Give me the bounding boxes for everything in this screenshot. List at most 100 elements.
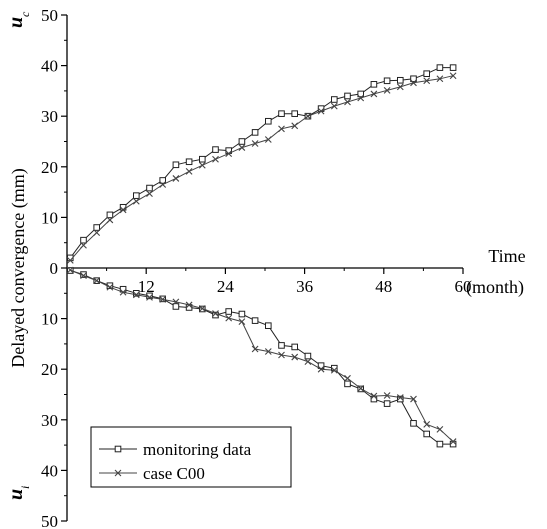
x-marker-stroke: [93, 277, 101, 285]
x-marker-stroke: [278, 351, 285, 359]
data-point: [396, 394, 404, 401]
data-point: [397, 395, 404, 403]
x-tick-label: 60: [455, 277, 472, 296]
x-marker-stroke: [304, 112, 312, 120]
x-marker-stroke: [317, 365, 325, 373]
upper-axis-symbol-subscript: c: [18, 11, 32, 17]
y-lower-tick-label: 30: [41, 411, 58, 430]
data-point: [238, 144, 246, 151]
data-point: [410, 395, 417, 403]
legend-marker: [114, 445, 122, 453]
data-point: [436, 64, 444, 71]
x-marker-stroke: [80, 272, 87, 279]
x-tick-label: 48: [375, 277, 392, 296]
data-point: [132, 197, 140, 205]
x-marker-stroke: [251, 345, 259, 353]
data-point: [423, 77, 431, 85]
data-point: [251, 140, 259, 147]
x-marker-stroke: [119, 288, 127, 296]
x-marker-stroke: [344, 374, 351, 382]
data-point: [330, 366, 338, 374]
x-marker-stroke: [146, 190, 153, 198]
data-point: [331, 96, 338, 103]
x-marker-stroke: [264, 348, 272, 355]
data-point: [370, 90, 378, 98]
data-point: [449, 72, 457, 80]
data-point: [93, 277, 101, 285]
x-tick-label: 24: [217, 277, 235, 296]
data-point: [370, 395, 378, 403]
data-point: [291, 353, 299, 361]
data-point: [423, 430, 430, 438]
data-point: [119, 288, 127, 296]
x-marker-stroke: [449, 72, 457, 80]
data-point: [93, 224, 101, 231]
data-point: [291, 122, 299, 130]
legend-marker: [114, 469, 122, 477]
x-marker-stroke: [410, 395, 417, 403]
data-point: [80, 236, 87, 244]
data-point: [344, 92, 351, 100]
x-marker-stroke: [225, 150, 233, 158]
legend: monitoring data case C00: [90, 426, 292, 488]
data-point: [106, 216, 114, 224]
x-marker-stroke: [436, 426, 444, 433]
data-point: [119, 206, 127, 214]
x-marker-stroke: [251, 140, 259, 147]
x-marker-stroke: [198, 161, 206, 169]
data-point: [212, 311, 219, 319]
x-tick-label: 12: [138, 277, 155, 296]
x-marker-stroke: [172, 175, 180, 182]
data-point: [357, 94, 365, 102]
x-marker-stroke: [291, 353, 299, 361]
data-point: [80, 272, 87, 279]
x-axis-unit: (month): [466, 277, 524, 298]
y-upper-tick-label: 20: [41, 158, 58, 177]
y-upper-tick-label: 30: [41, 107, 58, 126]
data-point: [449, 438, 457, 445]
data-point: [146, 293, 153, 301]
data-point: [106, 283, 114, 291]
data-point: [383, 392, 391, 399]
data-point: [198, 161, 206, 169]
x-marker-stroke: [66, 257, 74, 264]
data-point: [357, 385, 365, 392]
y-lower-tick-label: 40: [41, 461, 58, 480]
data-point: [225, 150, 233, 158]
lower-axis-symbol-subscript: i: [18, 486, 32, 489]
data-point: [212, 310, 219, 317]
data-point: [344, 380, 351, 388]
data-point: [370, 81, 378, 88]
series-lower-case-c00: [66, 266, 457, 445]
data-point: [225, 314, 233, 322]
data-point: [278, 110, 285, 117]
y-axis-title: Delayed convergence (mm): [8, 168, 29, 368]
x-marker-stroke: [106, 216, 114, 224]
data-point: [251, 317, 259, 324]
data-point: [370, 392, 378, 400]
x-marker-stroke: [159, 181, 167, 188]
data-point: [238, 318, 246, 326]
series-upper-case-c00: [66, 72, 457, 264]
x-marker-stroke: [146, 293, 153, 301]
data-point: [357, 90, 364, 98]
data-point: [146, 184, 153, 192]
x-marker-stroke: [330, 102, 338, 110]
series-upper-monitoring-data: [67, 64, 457, 262]
y-lower-tick-label: 50: [41, 512, 58, 529]
y-upper-tick-label: 50: [41, 6, 58, 25]
data-point: [93, 229, 101, 236]
x-marker-stroke: [344, 98, 351, 106]
x-marker-stroke: [317, 107, 325, 115]
x-tick-label: 36: [296, 277, 313, 296]
data-point: [251, 345, 259, 353]
y-lower-tick-label: 10: [41, 310, 58, 329]
data-point: [185, 301, 193, 309]
series-layer: [66, 64, 457, 448]
data-point: [132, 291, 140, 299]
y-lower-tick-label: 20: [41, 360, 58, 379]
x-marker-stroke: [106, 283, 114, 291]
x-marker-stroke: [410, 79, 417, 87]
axes: 0 10 20 30 40 50 10 20 30 40 50 12 24 36 48 60 Time (mont…: [5, 6, 526, 529]
